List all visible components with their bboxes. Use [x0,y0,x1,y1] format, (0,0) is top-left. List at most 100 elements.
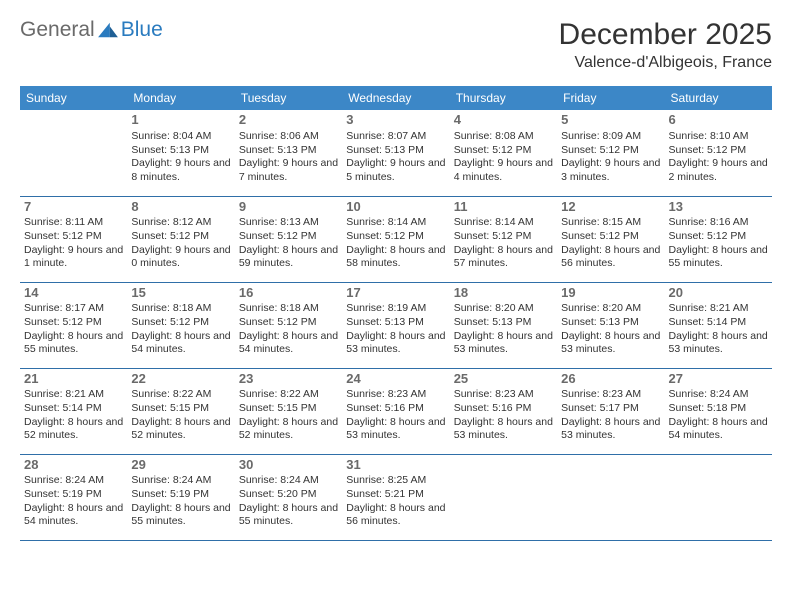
calendar-day: 28Sunrise: 8:24 AMSunset: 5:19 PMDayligh… [20,454,127,540]
sunrise-line: Sunrise: 8:19 AM [346,302,445,316]
calendar-day: 24Sunrise: 8:23 AMSunset: 5:16 PMDayligh… [342,368,449,454]
day-number: 1 [131,112,230,129]
day-number: 13 [669,199,768,216]
day-header: Saturday [665,86,772,110]
sunset-line: Sunset: 5:13 PM [454,316,553,330]
calendar-day: 14Sunrise: 8:17 AMSunset: 5:12 PMDayligh… [20,282,127,368]
sunset-line: Sunset: 5:14 PM [669,316,768,330]
calendar-day: 1Sunrise: 8:04 AMSunset: 5:13 PMDaylight… [127,110,234,196]
sunset-line: Sunset: 5:13 PM [346,316,445,330]
sunset-line: Sunset: 5:12 PM [24,230,123,244]
daylight-line: Daylight: 8 hours and 52 minutes. [239,416,338,443]
day-number: 14 [24,285,123,302]
daylight-line: Daylight: 8 hours and 54 minutes. [239,330,338,357]
sunrise-line: Sunrise: 8:23 AM [454,388,553,402]
daylight-line: Daylight: 8 hours and 53 minutes. [454,330,553,357]
day-number: 21 [24,371,123,388]
daylight-line: Daylight: 8 hours and 53 minutes. [454,416,553,443]
day-number: 2 [239,112,338,129]
daylight-line: Daylight: 9 hours and 4 minutes. [454,157,553,184]
daylight-line: Daylight: 8 hours and 55 minutes. [239,502,338,529]
sunset-line: Sunset: 5:12 PM [24,316,123,330]
brand-blue: Blue [121,18,163,42]
daylight-line: Daylight: 9 hours and 5 minutes. [346,157,445,184]
daylight-line: Daylight: 8 hours and 59 minutes. [239,244,338,271]
sunset-line: Sunset: 5:15 PM [239,402,338,416]
sunrise-line: Sunrise: 8:14 AM [346,216,445,230]
calendar-day-empty [450,454,557,540]
calendar-day: 9Sunrise: 8:13 AMSunset: 5:12 PMDaylight… [235,196,342,282]
sunset-line: Sunset: 5:12 PM [454,144,553,158]
day-number: 25 [454,371,553,388]
day-number: 12 [561,199,660,216]
daylight-line: Daylight: 8 hours and 53 minutes. [346,416,445,443]
sunset-line: Sunset: 5:12 PM [239,230,338,244]
calendar-day-empty [665,454,772,540]
day-number: 27 [669,371,768,388]
sunset-line: Sunset: 5:12 PM [131,230,230,244]
sunset-line: Sunset: 5:12 PM [131,316,230,330]
calendar-day: 22Sunrise: 8:22 AMSunset: 5:15 PMDayligh… [127,368,234,454]
sunset-line: Sunset: 5:13 PM [239,144,338,158]
sunrise-line: Sunrise: 8:24 AM [239,474,338,488]
sunset-line: Sunset: 5:20 PM [239,488,338,502]
sunset-line: Sunset: 5:12 PM [561,230,660,244]
sunset-line: Sunset: 5:21 PM [346,488,445,502]
daylight-line: Daylight: 8 hours and 52 minutes. [131,416,230,443]
sunrise-line: Sunrise: 8:08 AM [454,130,553,144]
calendar-day: 30Sunrise: 8:24 AMSunset: 5:20 PMDayligh… [235,454,342,540]
sunrise-line: Sunrise: 8:22 AM [239,388,338,402]
daylight-line: Daylight: 8 hours and 53 minutes. [346,330,445,357]
day-number: 4 [454,112,553,129]
calendar-day: 31Sunrise: 8:25 AMSunset: 5:21 PMDayligh… [342,454,449,540]
day-number: 30 [239,457,338,474]
sunrise-line: Sunrise: 8:17 AM [24,302,123,316]
sunrise-line: Sunrise: 8:23 AM [346,388,445,402]
sunrise-line: Sunrise: 8:10 AM [669,130,768,144]
calendar-day: 5Sunrise: 8:09 AMSunset: 5:12 PMDaylight… [557,110,664,196]
sunset-line: Sunset: 5:19 PM [131,488,230,502]
sunset-line: Sunset: 5:13 PM [346,144,445,158]
day-header: Sunday [20,86,127,110]
calendar-day: 12Sunrise: 8:15 AMSunset: 5:12 PMDayligh… [557,196,664,282]
sunset-line: Sunset: 5:16 PM [346,402,445,416]
daylight-line: Daylight: 9 hours and 1 minute. [24,244,123,271]
sunset-line: Sunset: 5:12 PM [454,230,553,244]
day-number: 22 [131,371,230,388]
sunset-line: Sunset: 5:14 PM [24,402,123,416]
brand-general: General [20,18,95,42]
sunset-line: Sunset: 5:12 PM [669,230,768,244]
location-subtitle: Valence-d'Albigeois, France [559,54,772,72]
calendar-day: 21Sunrise: 8:21 AMSunset: 5:14 PMDayligh… [20,368,127,454]
sunset-line: Sunset: 5:12 PM [561,144,660,158]
calendar-week: 28 Sunrise: 8:24 AM Sunset: 5:19 PM Dayligh… [20,454,772,540]
day-number: 3 [346,112,445,129]
sunset-line: Sunset: 5:19 PM [24,488,123,502]
daylight-line: Daylight: 8 hours and 54 minutes. [669,416,768,443]
calendar-day: 15Sunrise: 8:18 AMSunset: 5:12 PMDayligh… [127,282,234,368]
day-number: 10 [346,199,445,216]
calendar-header-row: SundayMondayTuesdayWednesdayThursdayFrid… [20,86,772,110]
day-number: 26 [561,371,660,388]
calendar-day-empty [557,454,664,540]
daylight-line: Daylight: 9 hours and 0 minutes. [131,244,230,271]
day-header: Tuesday [235,86,342,110]
sunrise-line: Sunrise: 8:09 AM [561,130,660,144]
day-number: 23 [239,371,338,388]
day-header: Thursday [450,86,557,110]
daylight-line: Daylight: 8 hours and 57 minutes. [454,244,553,271]
sunrise-line: Sunrise: 8:18 AM [239,302,338,316]
sunset-line: Sunset: 5:12 PM [239,316,338,330]
sunrise-line: Sunrise: 8:21 AM [24,388,123,402]
day-number: 29 [131,457,230,474]
calendar-day: 25Sunrise: 8:23 AMSunset: 5:16 PMDayligh… [450,368,557,454]
calendar-day: 3Sunrise: 8:07 AMSunset: 5:13 PMDaylight… [342,110,449,196]
sunrise-line: Sunrise: 8:16 AM [669,216,768,230]
sunrise-line: Sunrise: 8:07 AM [346,130,445,144]
sunset-line: Sunset: 5:13 PM [561,316,660,330]
sunrise-line: Sunrise: 8:18 AM [131,302,230,316]
calendar-day: 16Sunrise: 8:18 AMSunset: 5:12 PMDayligh… [235,282,342,368]
calendar-week: 7Sunrise: 8:11 AMSunset: 5:12 PMDaylight… [20,196,772,282]
sunrise-line: Sunrise: 8:20 AM [561,302,660,316]
day-number: 28 [24,457,123,474]
